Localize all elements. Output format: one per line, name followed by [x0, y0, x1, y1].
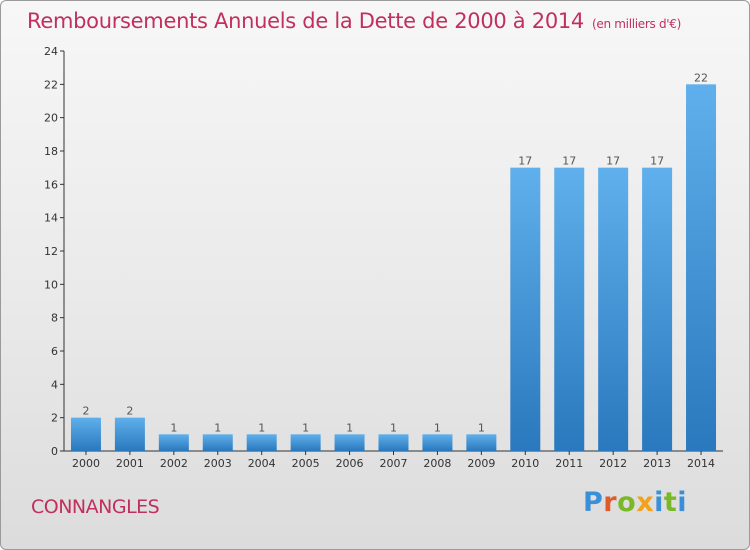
- x-tick-label: 2011: [555, 457, 583, 470]
- bar: [510, 167, 541, 451]
- data-label: 1: [170, 421, 177, 434]
- bar: [334, 434, 365, 451]
- y-tick-label: 10: [44, 278, 58, 291]
- x-tick-label: 2014: [687, 457, 715, 470]
- logo-letter: i: [654, 487, 664, 518]
- x-tick-label: 2003: [204, 457, 232, 470]
- bar: [246, 434, 277, 451]
- data-label: 17: [518, 155, 532, 168]
- data-label: 2: [126, 405, 133, 418]
- bar: [378, 434, 409, 451]
- bar: [158, 434, 189, 451]
- x-tick-label: 2012: [599, 457, 627, 470]
- data-label: 17: [606, 155, 620, 168]
- x-tick-label: 2004: [248, 457, 276, 470]
- y-tick-label: 12: [44, 245, 58, 258]
- data-label: 1: [214, 421, 221, 434]
- x-tick-label: 2013: [643, 457, 671, 470]
- y-tick-label: 0: [51, 445, 58, 458]
- data-label: 1: [478, 421, 485, 434]
- y-tick-label: 14: [44, 212, 58, 225]
- logo-letter: x: [636, 487, 655, 518]
- data-label: 1: [258, 421, 265, 434]
- chart-title: Remboursements Annuels de la Dette de 20…: [27, 9, 681, 33]
- y-tick-label: 24: [44, 45, 58, 58]
- data-label: 1: [434, 421, 441, 434]
- x-tick-label: 2009: [467, 457, 495, 470]
- x-tick-label: 2006: [336, 457, 364, 470]
- y-tick-label: 8: [51, 312, 58, 325]
- proxiti-logo: Proxiti: [583, 487, 687, 518]
- bar: [202, 434, 233, 451]
- chart-subtitle: (en milliers d'€): [592, 17, 682, 31]
- x-tick-label: 2007: [380, 457, 408, 470]
- data-label: 22: [694, 71, 708, 84]
- y-tick-label: 6: [51, 345, 58, 358]
- bar: [290, 434, 321, 451]
- logo-letter: o: [617, 487, 637, 518]
- bar: [422, 434, 453, 451]
- y-tick-label: 22: [44, 78, 58, 91]
- logo-letter: t: [663, 487, 678, 518]
- data-label: 2: [82, 405, 89, 418]
- x-tick-label: 2010: [511, 457, 539, 470]
- y-tick-label: 4: [51, 378, 58, 391]
- bar: [598, 167, 629, 451]
- x-tick-label: 2005: [292, 457, 320, 470]
- bar: [466, 434, 497, 451]
- y-tick-label: 2: [51, 412, 58, 425]
- x-tick-label: 2002: [160, 457, 188, 470]
- bar: [554, 167, 585, 451]
- data-label: 17: [562, 155, 576, 168]
- x-tick-label: 2001: [116, 457, 144, 470]
- x-tick-label: 2000: [72, 457, 100, 470]
- y-tick-label: 18: [44, 145, 58, 158]
- x-tick-label: 2008: [423, 457, 451, 470]
- place-name: CONNANGLES: [31, 496, 160, 518]
- logo-letter: r: [603, 487, 618, 518]
- data-label: 1: [346, 421, 353, 434]
- y-tick-label: 20: [44, 112, 58, 125]
- logo-letter: P: [583, 487, 604, 518]
- data-label: 1: [302, 421, 309, 434]
- logo-letter: i: [677, 487, 688, 518]
- chart-title-text: Remboursements Annuels de la Dette de 20…: [27, 9, 584, 33]
- bar: [642, 167, 673, 451]
- y-tick-label: 16: [44, 178, 58, 191]
- data-label: 1: [390, 421, 397, 434]
- bar: [686, 84, 717, 451]
- bar: [114, 417, 145, 451]
- data-label: 17: [650, 155, 664, 168]
- bar: [70, 417, 101, 451]
